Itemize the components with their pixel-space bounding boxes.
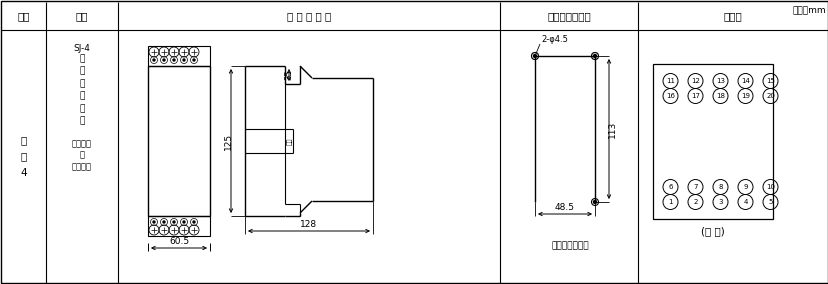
Circle shape — [590, 52, 599, 60]
Circle shape — [193, 59, 195, 61]
Text: 外 形 尺 寸 图: 外 形 尺 寸 图 — [286, 11, 330, 21]
Text: 2: 2 — [692, 199, 697, 205]
Circle shape — [590, 52, 599, 60]
Circle shape — [153, 59, 155, 61]
Text: SJ-4: SJ-4 — [74, 44, 90, 53]
Text: 16: 16 — [665, 93, 674, 99]
Circle shape — [193, 221, 195, 223]
Text: 螺钉安装开孔图: 螺钉安装开孔图 — [551, 241, 588, 250]
Bar — [148, 216, 209, 236]
Bar — [652, 64, 772, 219]
Text: 卡轨安装
或
螺钉安装: 卡轨安装 或 螺钉安装 — [72, 139, 92, 172]
Text: 5: 5 — [768, 199, 772, 205]
Text: 14: 14 — [740, 78, 749, 84]
Bar — [148, 66, 209, 216]
Text: 端子图: 端子图 — [723, 11, 742, 21]
Circle shape — [593, 201, 596, 204]
Text: 13: 13 — [715, 78, 724, 84]
Circle shape — [173, 221, 175, 223]
Text: 35: 35 — [284, 70, 293, 80]
Circle shape — [183, 59, 185, 61]
Circle shape — [173, 59, 175, 61]
Text: 12: 12 — [691, 78, 699, 84]
Bar — [148, 46, 209, 66]
Text: 卡槽: 卡槽 — [286, 137, 292, 145]
Text: 125: 125 — [224, 132, 232, 150]
Text: 附
图
4: 附 图 4 — [20, 135, 26, 178]
Text: 10: 10 — [765, 184, 774, 190]
Text: 凸
出
式
前
接
线: 凸 出 式 前 接 线 — [79, 54, 84, 126]
Text: 128: 128 — [300, 220, 317, 229]
Circle shape — [531, 52, 538, 60]
Text: 1: 1 — [667, 199, 672, 205]
Text: (正 视): (正 视) — [700, 226, 724, 236]
Circle shape — [153, 221, 155, 223]
Text: 17: 17 — [691, 93, 699, 99]
Text: 9: 9 — [743, 184, 747, 190]
Text: 19: 19 — [740, 93, 749, 99]
Text: 7: 7 — [692, 184, 697, 190]
Text: 48.5: 48.5 — [554, 203, 575, 212]
Circle shape — [183, 221, 185, 223]
Text: 6: 6 — [667, 184, 672, 190]
Circle shape — [163, 221, 165, 223]
Text: 15: 15 — [765, 78, 774, 84]
Text: 安装开孔尺寸图: 安装开孔尺寸图 — [546, 11, 590, 21]
Text: 113: 113 — [607, 120, 616, 138]
Text: 图号: 图号 — [17, 11, 30, 21]
Text: 60.5: 60.5 — [169, 237, 189, 246]
Circle shape — [163, 59, 165, 61]
Text: 3: 3 — [717, 199, 722, 205]
Text: 2-φ4.5: 2-φ4.5 — [541, 35, 567, 44]
Circle shape — [531, 52, 538, 60]
Text: 单位：mm: 单位：mm — [792, 6, 825, 15]
Text: 8: 8 — [717, 184, 722, 190]
Circle shape — [593, 55, 596, 57]
Text: 18: 18 — [715, 93, 724, 99]
Text: 11: 11 — [665, 78, 674, 84]
Text: 20: 20 — [765, 93, 774, 99]
Text: 4: 4 — [743, 199, 747, 205]
Circle shape — [533, 55, 536, 57]
Text: 结构: 结构 — [75, 11, 88, 21]
